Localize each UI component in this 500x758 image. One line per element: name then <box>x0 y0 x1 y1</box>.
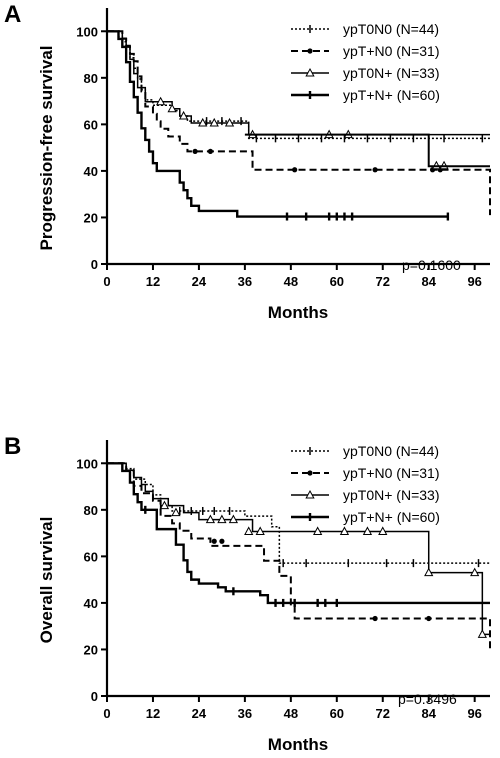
y-tick-label: 60 <box>84 549 98 564</box>
y-tick-label: 60 <box>84 117 98 132</box>
legend-label: ypT0N0 (N=44) <box>343 21 439 37</box>
legend-label: ypT0N0 (N=44) <box>343 443 439 459</box>
legend-marker <box>307 48 313 54</box>
censor-mark <box>178 110 189 120</box>
censor-mark <box>372 615 378 622</box>
legend-b: ypT0N0 (N=44) ypT+N0 (N=31) ypT0N+ (N=33) y… <box>291 443 440 525</box>
y-tick-label: 20 <box>84 210 98 225</box>
censor-mark <box>198 117 208 127</box>
series-line-4-a <box>107 30 448 218</box>
censor-mark <box>167 103 177 113</box>
y-tick-label: 100 <box>76 24 98 39</box>
y-tick-label: 0 <box>91 257 98 272</box>
legend-marker <box>305 67 315 77</box>
x-tick-label: 12 <box>146 274 160 289</box>
censor-mark <box>244 526 254 535</box>
censor-mark <box>228 514 239 524</box>
panel-label-b: B <box>4 433 21 460</box>
y-tick-label: 0 <box>91 689 98 704</box>
censor-mark <box>378 526 388 535</box>
legend-label: ypT+N0 (N=31) <box>343 465 439 481</box>
p-value-annotation-b: p=0.3496 <box>398 691 457 707</box>
x-tick-label: 96 <box>467 706 481 721</box>
x-tick-label: 60 <box>330 706 344 721</box>
series-line-2-a <box>107 30 491 216</box>
censor-mark <box>209 117 219 127</box>
censor-mark <box>339 526 350 535</box>
series-line-1-b <box>107 462 490 564</box>
censor-mark <box>219 538 225 544</box>
x-tick-label: 36 <box>238 274 252 289</box>
x-tick-label: 24 <box>192 274 207 289</box>
y-tick-label: 40 <box>84 596 98 611</box>
censor-mark <box>362 526 373 535</box>
y-tick-label: 20 <box>84 642 98 657</box>
x-tick-label: 72 <box>376 706 390 721</box>
x-tick-label: 24 <box>192 706 207 721</box>
censor-mark <box>171 507 181 517</box>
y-tick-label: 40 <box>84 164 98 179</box>
censor-mark <box>292 167 298 173</box>
censor-mark <box>477 629 487 638</box>
censor-mark <box>211 538 217 544</box>
series-line-3-a <box>107 30 490 136</box>
legend-a: ypT0N0 (N=44) ypT+N0 (N=31) ypT0N+ (N=33) y… <box>291 21 440 103</box>
y-tick-label: 80 <box>84 503 98 518</box>
censor-mark <box>255 526 265 535</box>
censor-mark <box>217 514 227 524</box>
censor-mark <box>470 567 480 577</box>
censor-mark <box>224 117 235 127</box>
x-tick-label: 84 <box>421 706 436 721</box>
x-tick-label: 96 <box>467 274 481 289</box>
y-tick-label: 100 <box>76 456 98 471</box>
series-line-4-b <box>107 462 490 605</box>
x-tick-label: 0 <box>103 706 110 721</box>
panel-b: B Overall survival Months p=0.3496 ypT0N… <box>4 433 491 754</box>
censor-mark <box>426 615 432 622</box>
x-tick-label: 12 <box>146 706 160 721</box>
legend-label: ypT+N+ (N=60) <box>343 509 440 525</box>
x-tick-label: 60 <box>330 274 344 289</box>
x-axis-title-a: Months <box>268 303 328 322</box>
series-line-extra-a <box>244 133 490 168</box>
plot-area-a: 0 20 40 60 80 100 0 12 24 36 48 60 72 84 96 <box>76 8 491 289</box>
x-tick-label: 84 <box>421 274 436 289</box>
x-tick-label: 72 <box>376 274 390 289</box>
panel-label-a: A <box>4 1 21 28</box>
x-tick-label: 48 <box>284 274 298 289</box>
legend-label: ypT+N0 (N=31) <box>343 43 439 59</box>
y-axis-title-b: Overall survival <box>37 517 56 644</box>
censor-mark <box>155 96 166 106</box>
series-line-3-b <box>107 462 490 636</box>
legend-marker <box>307 470 313 476</box>
y-axis-title-a: Progression-free survival <box>37 45 56 250</box>
plot-area-b: 0 20 40 60 80 100 0 12 24 36 48 60 72 84 96 <box>76 440 491 721</box>
censor-mark <box>313 526 323 535</box>
legend-label: ypT+N+ (N=60) <box>343 87 440 103</box>
series-line-2-b <box>107 462 491 650</box>
censor-mark <box>372 167 378 173</box>
x-tick-label: 0 <box>103 274 110 289</box>
censor-mark <box>205 514 216 524</box>
censor-mark <box>424 567 434 577</box>
legend-marker <box>305 489 315 499</box>
legend-label: ypT0N+ (N=33) <box>343 65 439 81</box>
y-tick-label: 80 <box>84 71 98 86</box>
x-axis-title-b: Months <box>268 735 328 754</box>
censor-mark <box>159 500 170 510</box>
panel-a: A Progression-free survival Months p=0.1… <box>4 1 491 322</box>
x-tick-label: 48 <box>284 706 298 721</box>
censor-mark <box>192 148 198 154</box>
censor-mark <box>207 148 214 154</box>
legend-label: ypT0N+ (N=33) <box>343 487 439 503</box>
x-tick-label: 36 <box>238 706 252 721</box>
